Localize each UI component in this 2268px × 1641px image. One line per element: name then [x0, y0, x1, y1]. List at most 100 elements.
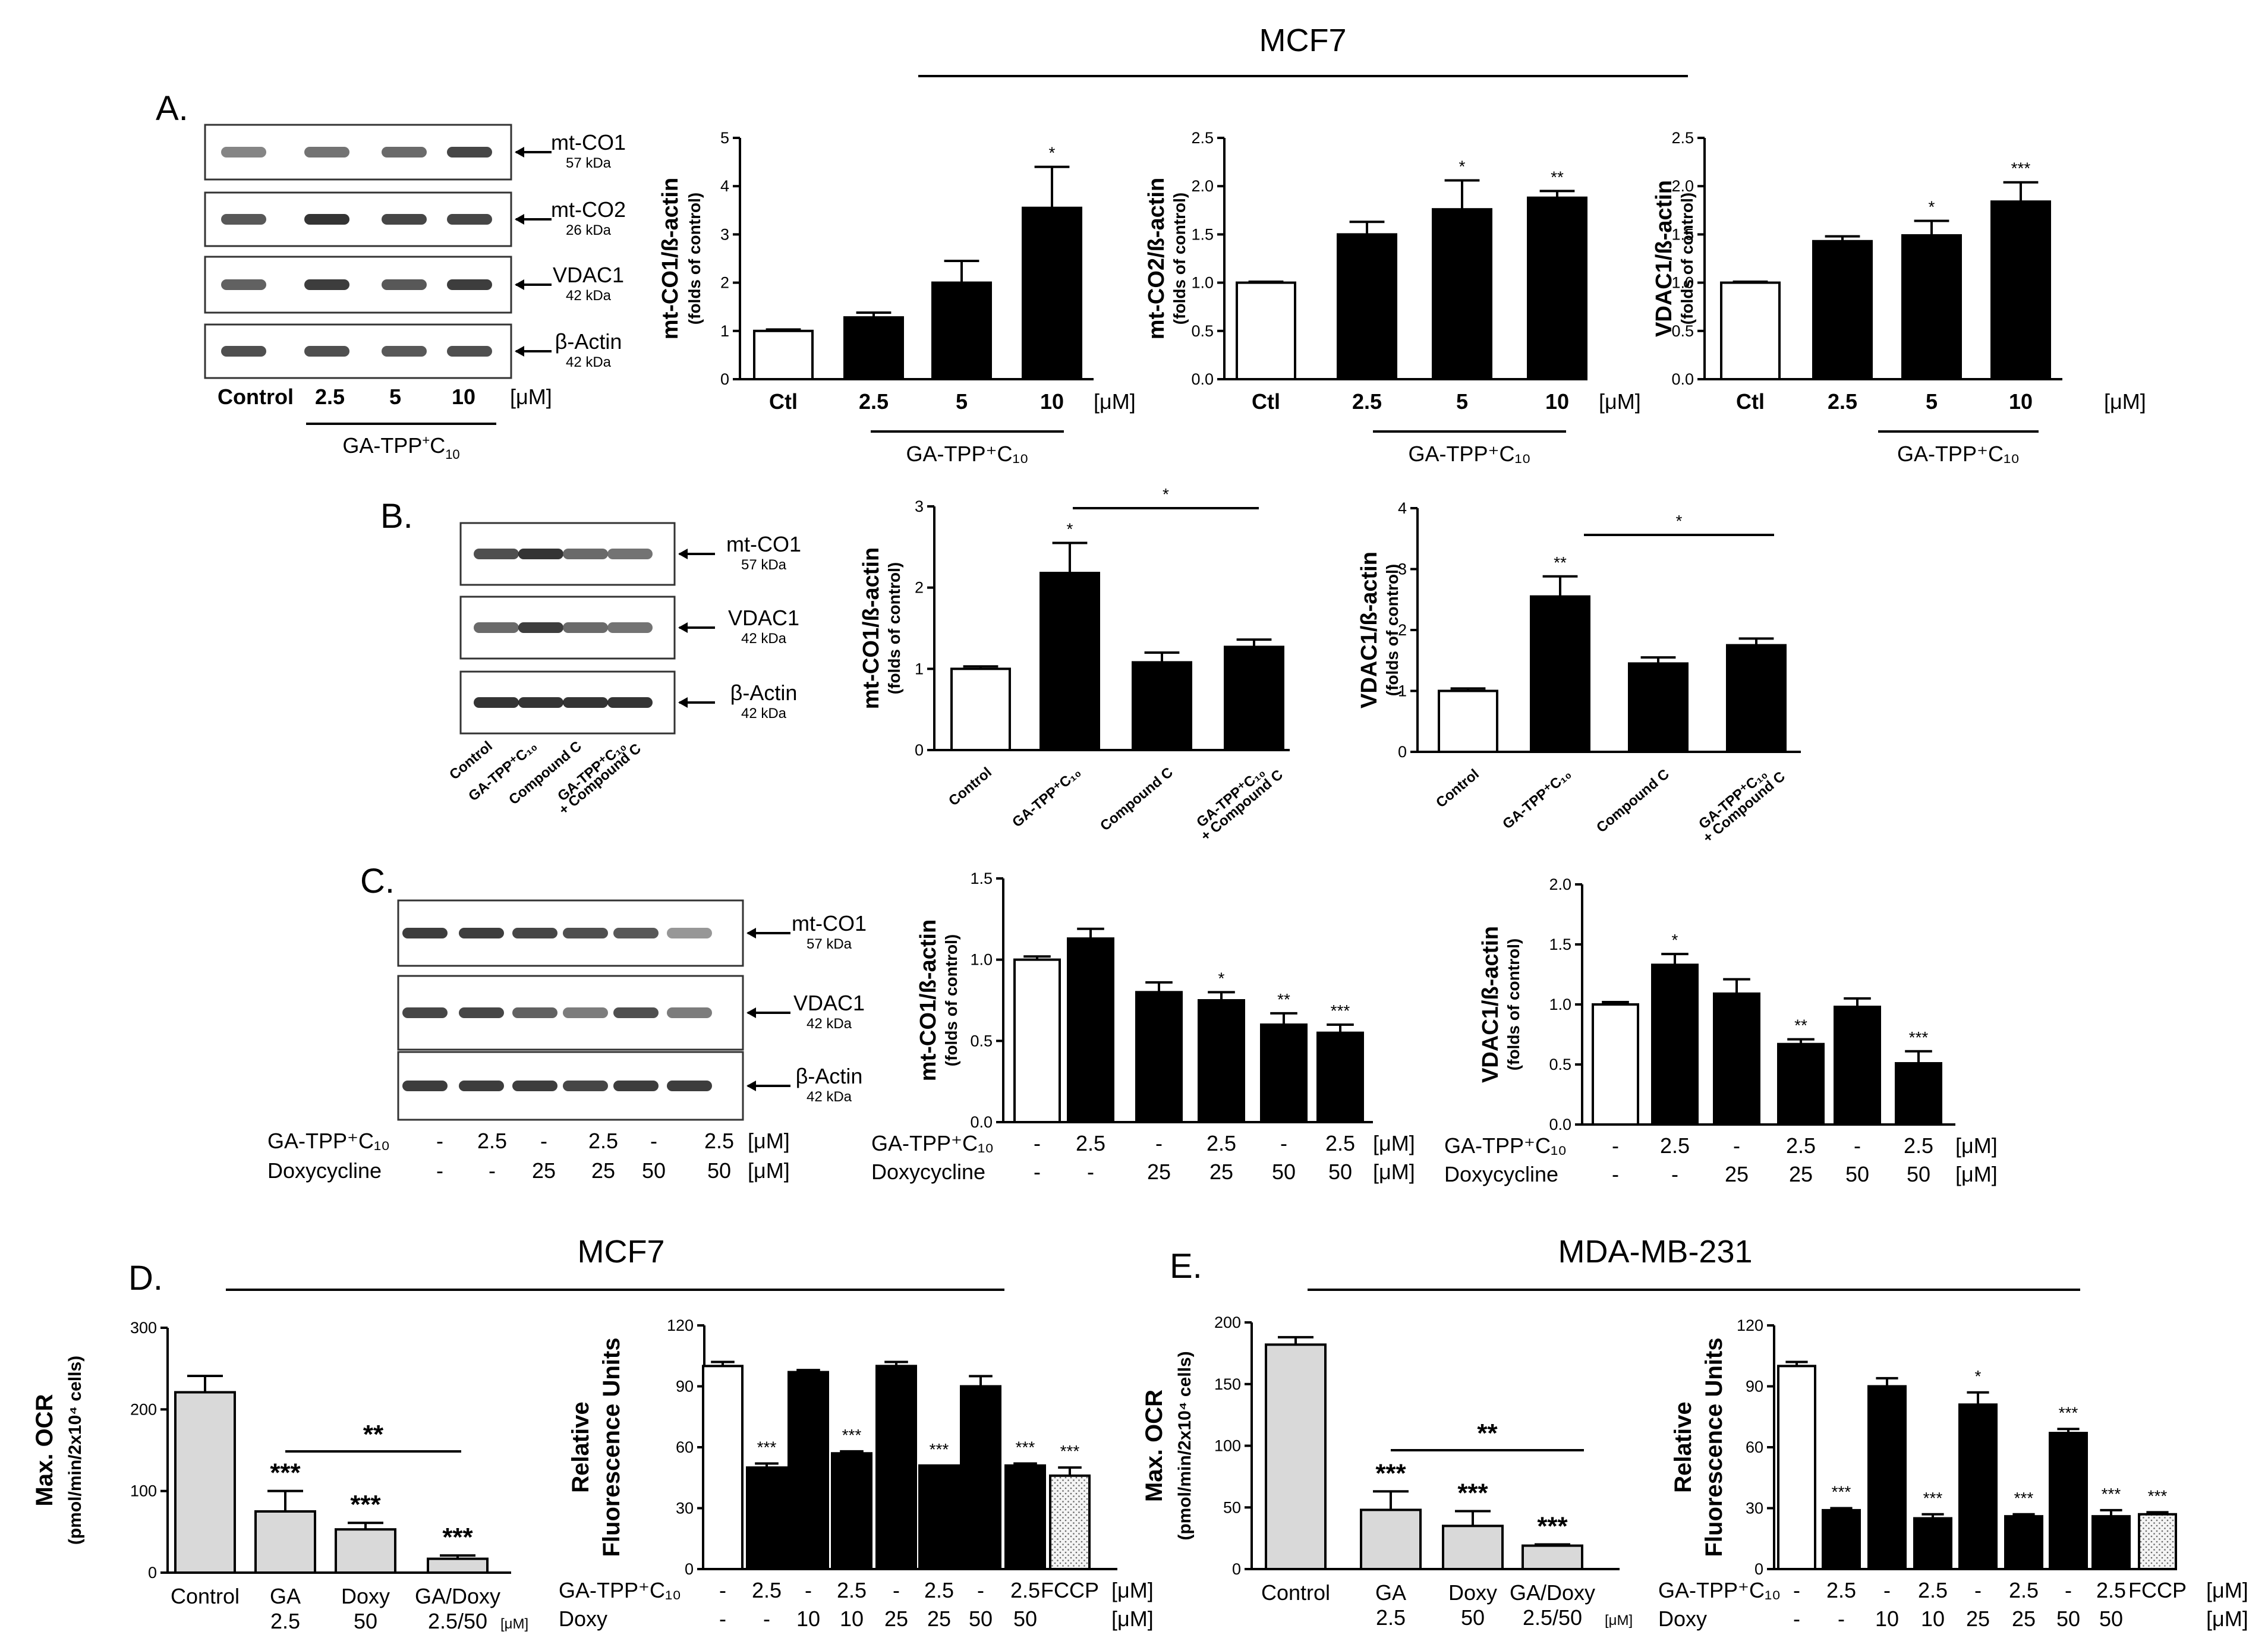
y-axis-sublabel: (folds of control) — [942, 934, 960, 1066]
row2-value: 10 — [840, 1607, 864, 1631]
blot-c-row2-value: - — [489, 1158, 496, 1183]
row1-value: - — [1155, 1131, 1163, 1155]
blot-band — [613, 1081, 659, 1091]
category-label: Ctl — [1252, 389, 1280, 414]
y-axis-sublabel: (folds of control) — [685, 193, 704, 325]
comparison-significance: ** — [363, 1420, 384, 1449]
bar — [2049, 1432, 2088, 1570]
y-tick-label: 1.0 — [1671, 274, 1694, 292]
bar — [1895, 1062, 1942, 1126]
d-title: MCF7 — [578, 1234, 665, 1270]
bar — [1049, 1474, 1091, 1570]
row1-value: - — [1034, 1131, 1041, 1155]
significance-mark: *** — [2102, 1485, 2121, 1503]
y-axis-label: mt-CO2/ß-actin — [1144, 178, 1169, 339]
category-dose: 50 — [354, 1609, 377, 1633]
blot-a-treatment-label: GA-TPP+C10 — [342, 433, 459, 462]
row1-value: FCCP — [2128, 1578, 2187, 1602]
y-tick-label: 0 — [1754, 1560, 1763, 1578]
blot-kda-label: 42 kDa — [566, 354, 612, 370]
row2-label: Doxy — [559, 1607, 607, 1631]
row2-value: - — [1671, 1162, 1678, 1186]
row1-value: - — [1854, 1133, 1861, 1158]
blot-a-lane-label: 5 — [389, 385, 401, 409]
significance-mark: *** — [757, 1438, 777, 1456]
blot-band — [382, 214, 427, 225]
category-label: 5 — [1926, 389, 1938, 414]
y-axis-label: mt-CO1/ß-actin — [658, 178, 683, 339]
row1-value: 2.5 — [924, 1578, 954, 1602]
y-tick-label: 1.5 — [1671, 225, 1694, 243]
bar — [1013, 958, 1061, 1123]
y-tick-label: 1 — [915, 660, 924, 678]
bar — [1901, 234, 1962, 380]
row1-label: GA-TPP⁺C₁₀ — [871, 1131, 994, 1155]
blot-band — [563, 928, 608, 938]
bar — [1822, 1508, 1861, 1571]
blot-protein-label: mt-CO1 — [792, 911, 867, 936]
y-axis-label: Relative — [1670, 1401, 1696, 1492]
bar — [1022, 206, 1082, 380]
row1-label: GA-TPP⁺C₁₀ — [559, 1578, 681, 1602]
category-label: Control — [1261, 1580, 1330, 1605]
blot-band — [221, 346, 266, 357]
unit-label: [μM] — [1373, 1131, 1415, 1155]
blot-band — [447, 279, 492, 290]
blot-c-row1-value: - — [650, 1129, 657, 1153]
blot-protein-label: VDAC1 — [553, 263, 624, 287]
y-tick-label: 0 — [915, 741, 924, 759]
y-axis-label: Max. OCR — [32, 1394, 58, 1506]
significance-mark: * — [1049, 144, 1056, 162]
y-axis-label: VDAC1/ß-actin — [1652, 180, 1677, 337]
blot-c-unit: [μM] — [748, 1129, 790, 1153]
blot-c-unit: [μM] — [748, 1158, 790, 1183]
significance-mark: *** — [930, 1440, 949, 1459]
unit-label: [μM] — [1111, 1578, 1154, 1602]
row2-value: - — [1087, 1160, 1094, 1184]
bar — [1432, 208, 1492, 380]
category-label: Control — [1433, 766, 1482, 811]
row1-value: - — [1974, 1578, 1982, 1602]
arrow-head — [746, 928, 756, 938]
bar — [1726, 644, 1787, 753]
blot-kda-label: 57 kDa — [741, 557, 787, 573]
row2-value: 50 — [1907, 1162, 1930, 1186]
significance-mark: *** — [1537, 1512, 1568, 1541]
row1-label: GA-TPP⁺C₁₀ — [1444, 1133, 1567, 1158]
blot-band — [474, 622, 519, 633]
bar — [843, 316, 904, 381]
unit-label: [μM] — [1955, 1162, 1998, 1186]
blot-c-row1-label: GA-TPP⁺C₁₀ — [267, 1129, 390, 1153]
blot-band — [221, 214, 266, 225]
arrow-head — [678, 622, 688, 633]
arrow-head — [746, 1081, 756, 1091]
row2-value: 25 — [1725, 1162, 1749, 1186]
significance-mark: * — [1975, 1367, 1982, 1385]
blot-a-lane-label: 10 — [452, 385, 475, 409]
unit-label: [μM] — [500, 1616, 528, 1632]
blot-band — [563, 1081, 608, 1091]
blot-kda-label: 26 kDa — [566, 222, 612, 238]
bar — [960, 1385, 1001, 1570]
blot-band — [304, 147, 349, 158]
top-title: MCF7 — [1259, 23, 1347, 58]
y-tick-label: 0 — [148, 1564, 157, 1582]
significance-mark: * — [1218, 969, 1225, 987]
y-tick-label: 1 — [720, 322, 729, 340]
y-tick-label: 2.0 — [1671, 177, 1694, 195]
row2-value: 50 — [1013, 1607, 1037, 1631]
category-dose: 2.5/50 — [428, 1609, 487, 1633]
y-axis-sublabel: Fluorescence Units — [598, 1337, 625, 1557]
row2-value: - — [1612, 1162, 1619, 1186]
blot-band — [459, 928, 504, 938]
row1-value: 2.5 — [1904, 1133, 1933, 1158]
y-tick-label: 90 — [676, 1378, 694, 1396]
blot-c-row2-value: 50 — [707, 1158, 731, 1183]
y-tick-label: 2 — [915, 579, 924, 597]
category-label: GA-TPP⁺C₁₀ — [1500, 766, 1574, 833]
y-axis-sublabel: (pmol/min/2x10⁴ cells) — [1175, 1351, 1195, 1540]
y-axis-label: mt-CO1/ß-actin — [859, 547, 884, 709]
unit-label: [μM] — [1605, 1612, 1633, 1629]
y-axis-label: VDAC1/ß-actin — [1478, 926, 1503, 1083]
category-label: Doxy — [1448, 1580, 1497, 1605]
